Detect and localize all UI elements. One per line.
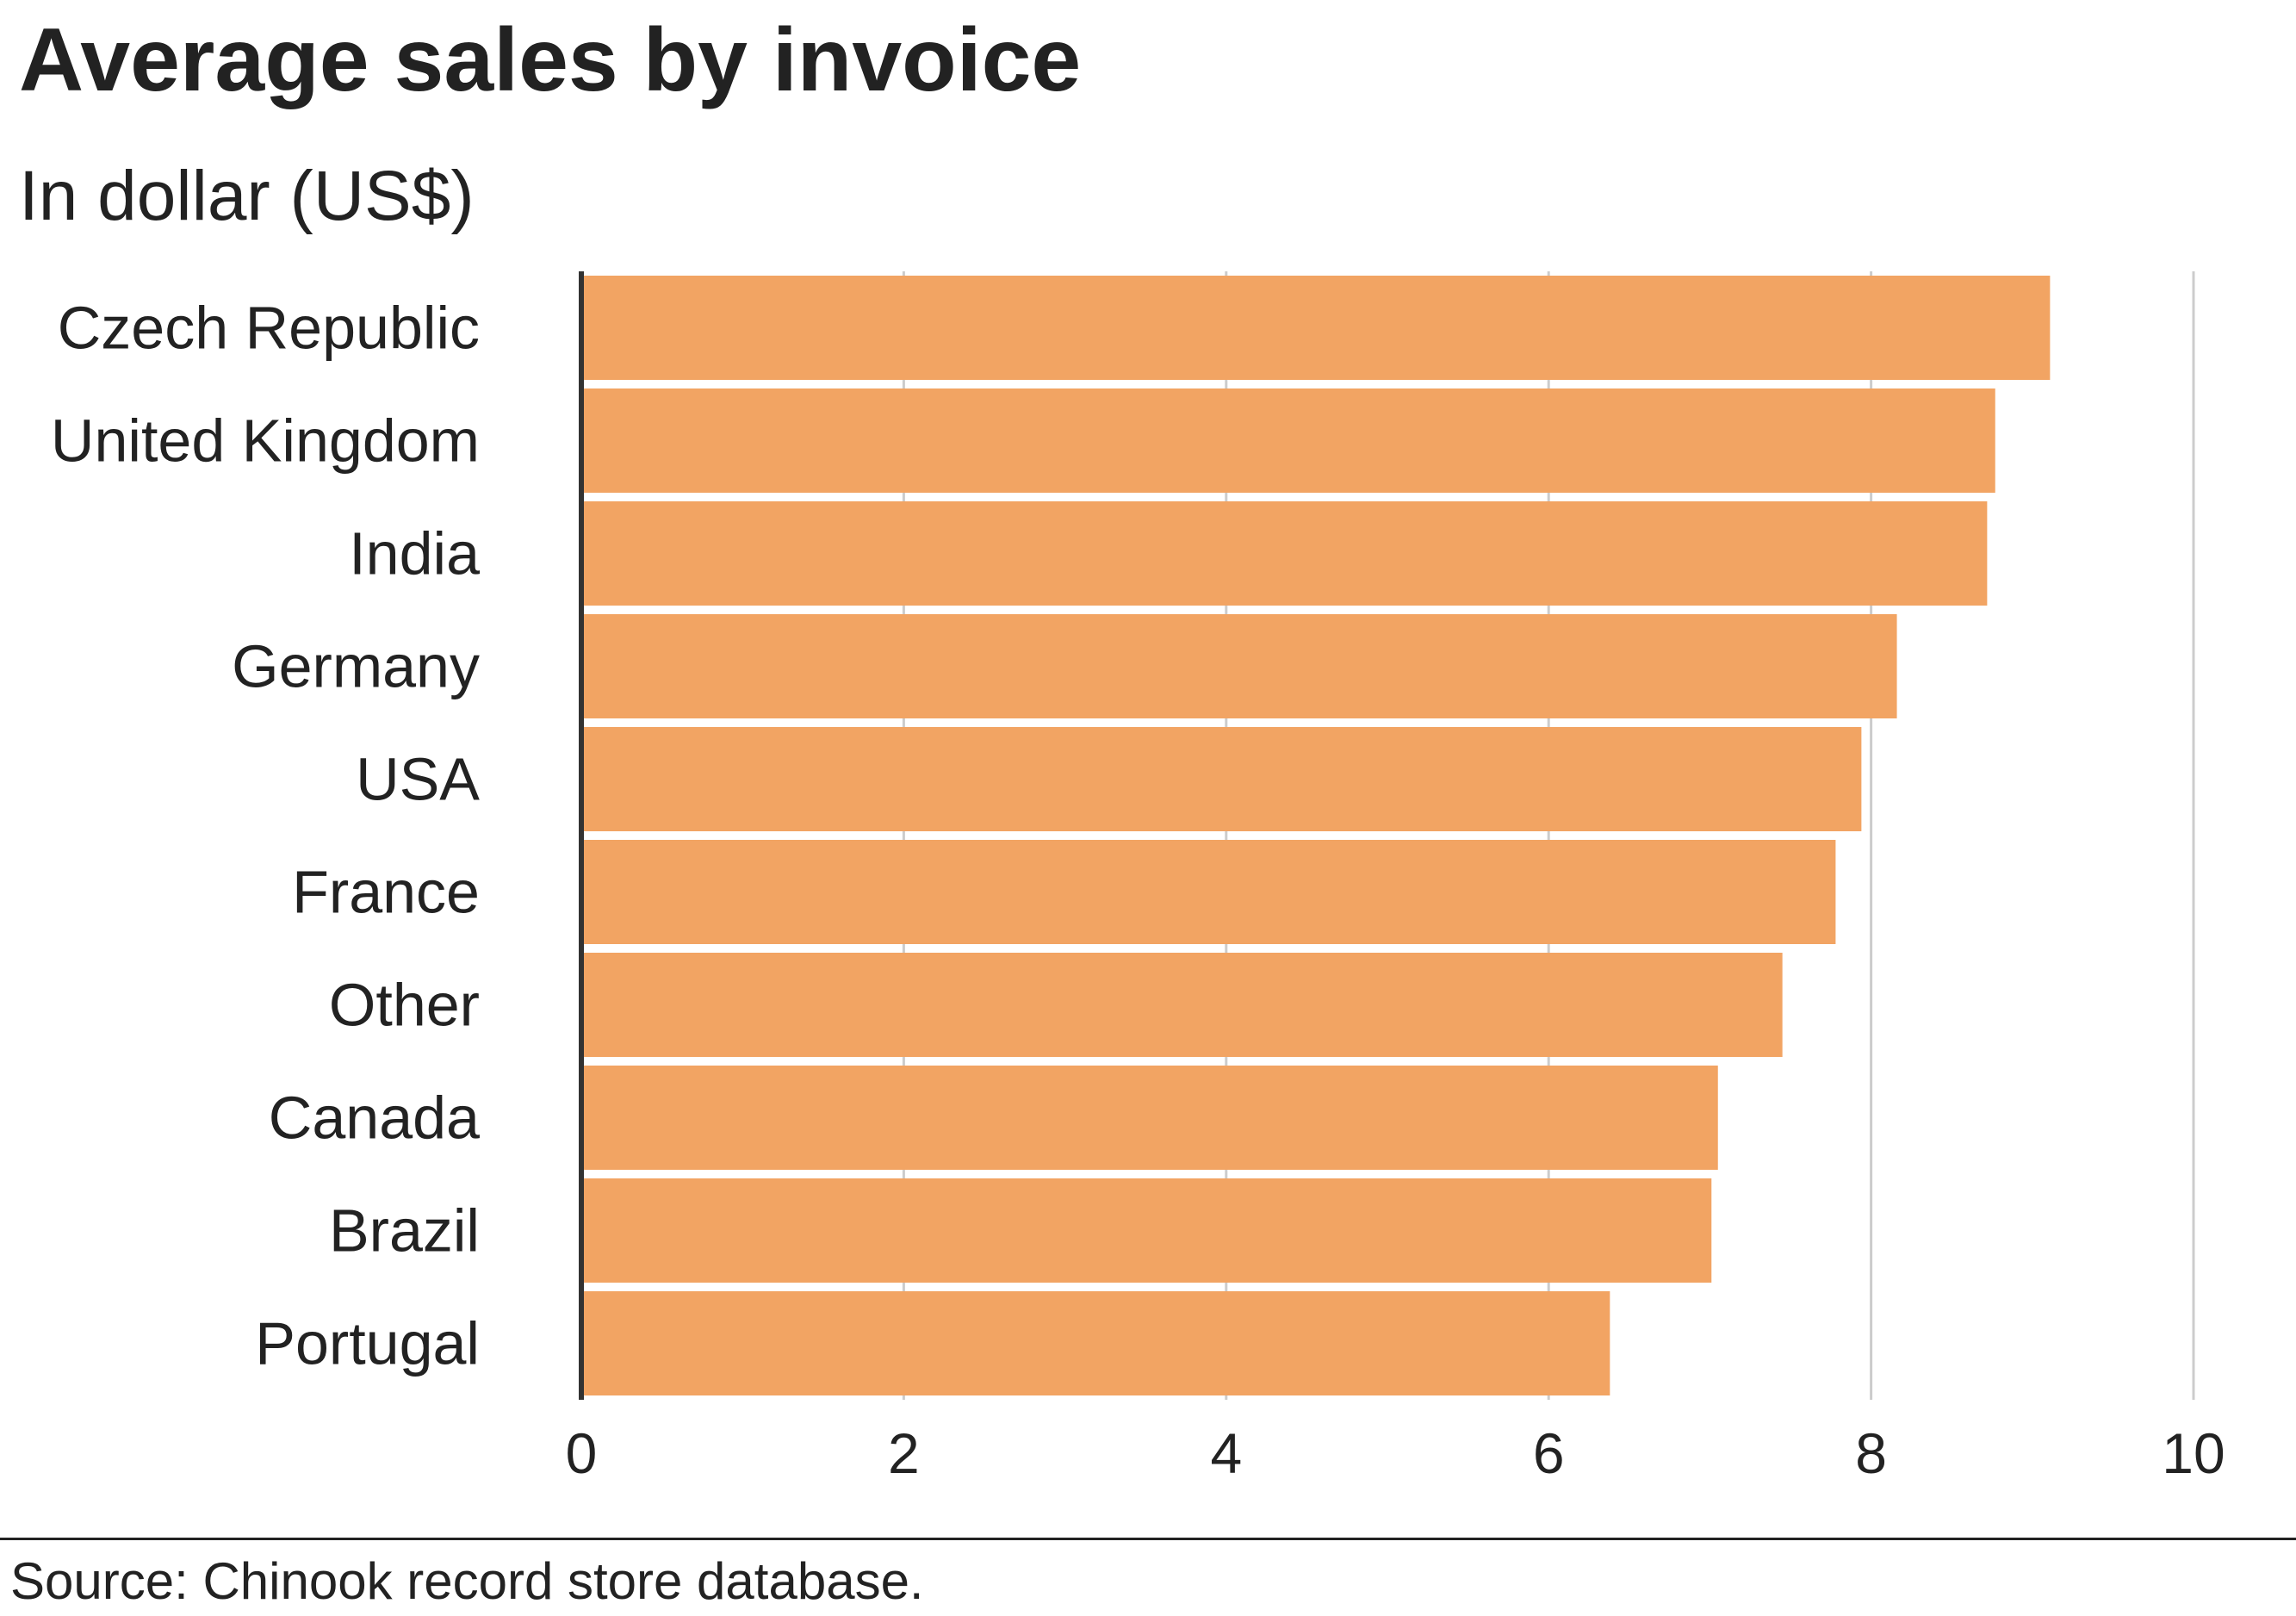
category-label: United Kingdom (51, 407, 480, 475)
bar (581, 501, 1988, 606)
category-label: USA (356, 746, 480, 813)
bar (581, 727, 1862, 831)
x-tick-labels: 0 2 4 6 8 10 (566, 1421, 2225, 1485)
bar (581, 1066, 1718, 1170)
x-tick-label: 2 (888, 1421, 920, 1485)
category-label: Canada (269, 1085, 480, 1152)
x-tick-label: 6 (1533, 1421, 1565, 1485)
chart-title: Average sales by invoice (19, 10, 1082, 110)
bar (581, 1178, 1712, 1283)
bar (581, 276, 2051, 380)
chart-subtitle: In dollar (US$) (19, 157, 475, 235)
source-note: Source: Chinook record store database. (10, 1552, 924, 1610)
category-labels: Czech Republic United Kingdom India Germany… (51, 295, 480, 1377)
category-label: India (349, 520, 480, 587)
bar (581, 953, 1783, 1057)
x-tick-label: 10 (2162, 1421, 2225, 1485)
category-label: France (292, 859, 480, 926)
category-label: Other (329, 972, 480, 1039)
bars (581, 276, 2051, 1395)
category-label: Germany (232, 633, 480, 700)
x-tick-label: 4 (1210, 1421, 1242, 1485)
category-label: Czech Republic (58, 295, 480, 362)
x-tick-label: 8 (1855, 1421, 1887, 1485)
category-label: Brazil (329, 1197, 480, 1265)
bar (581, 614, 1897, 718)
bar (581, 840, 1836, 944)
x-tick-label: 0 (566, 1421, 598, 1485)
bar (581, 1291, 1610, 1395)
bar (581, 388, 1995, 493)
category-label: Portugal (255, 1310, 480, 1377)
footer-divider (0, 1538, 2296, 1540)
